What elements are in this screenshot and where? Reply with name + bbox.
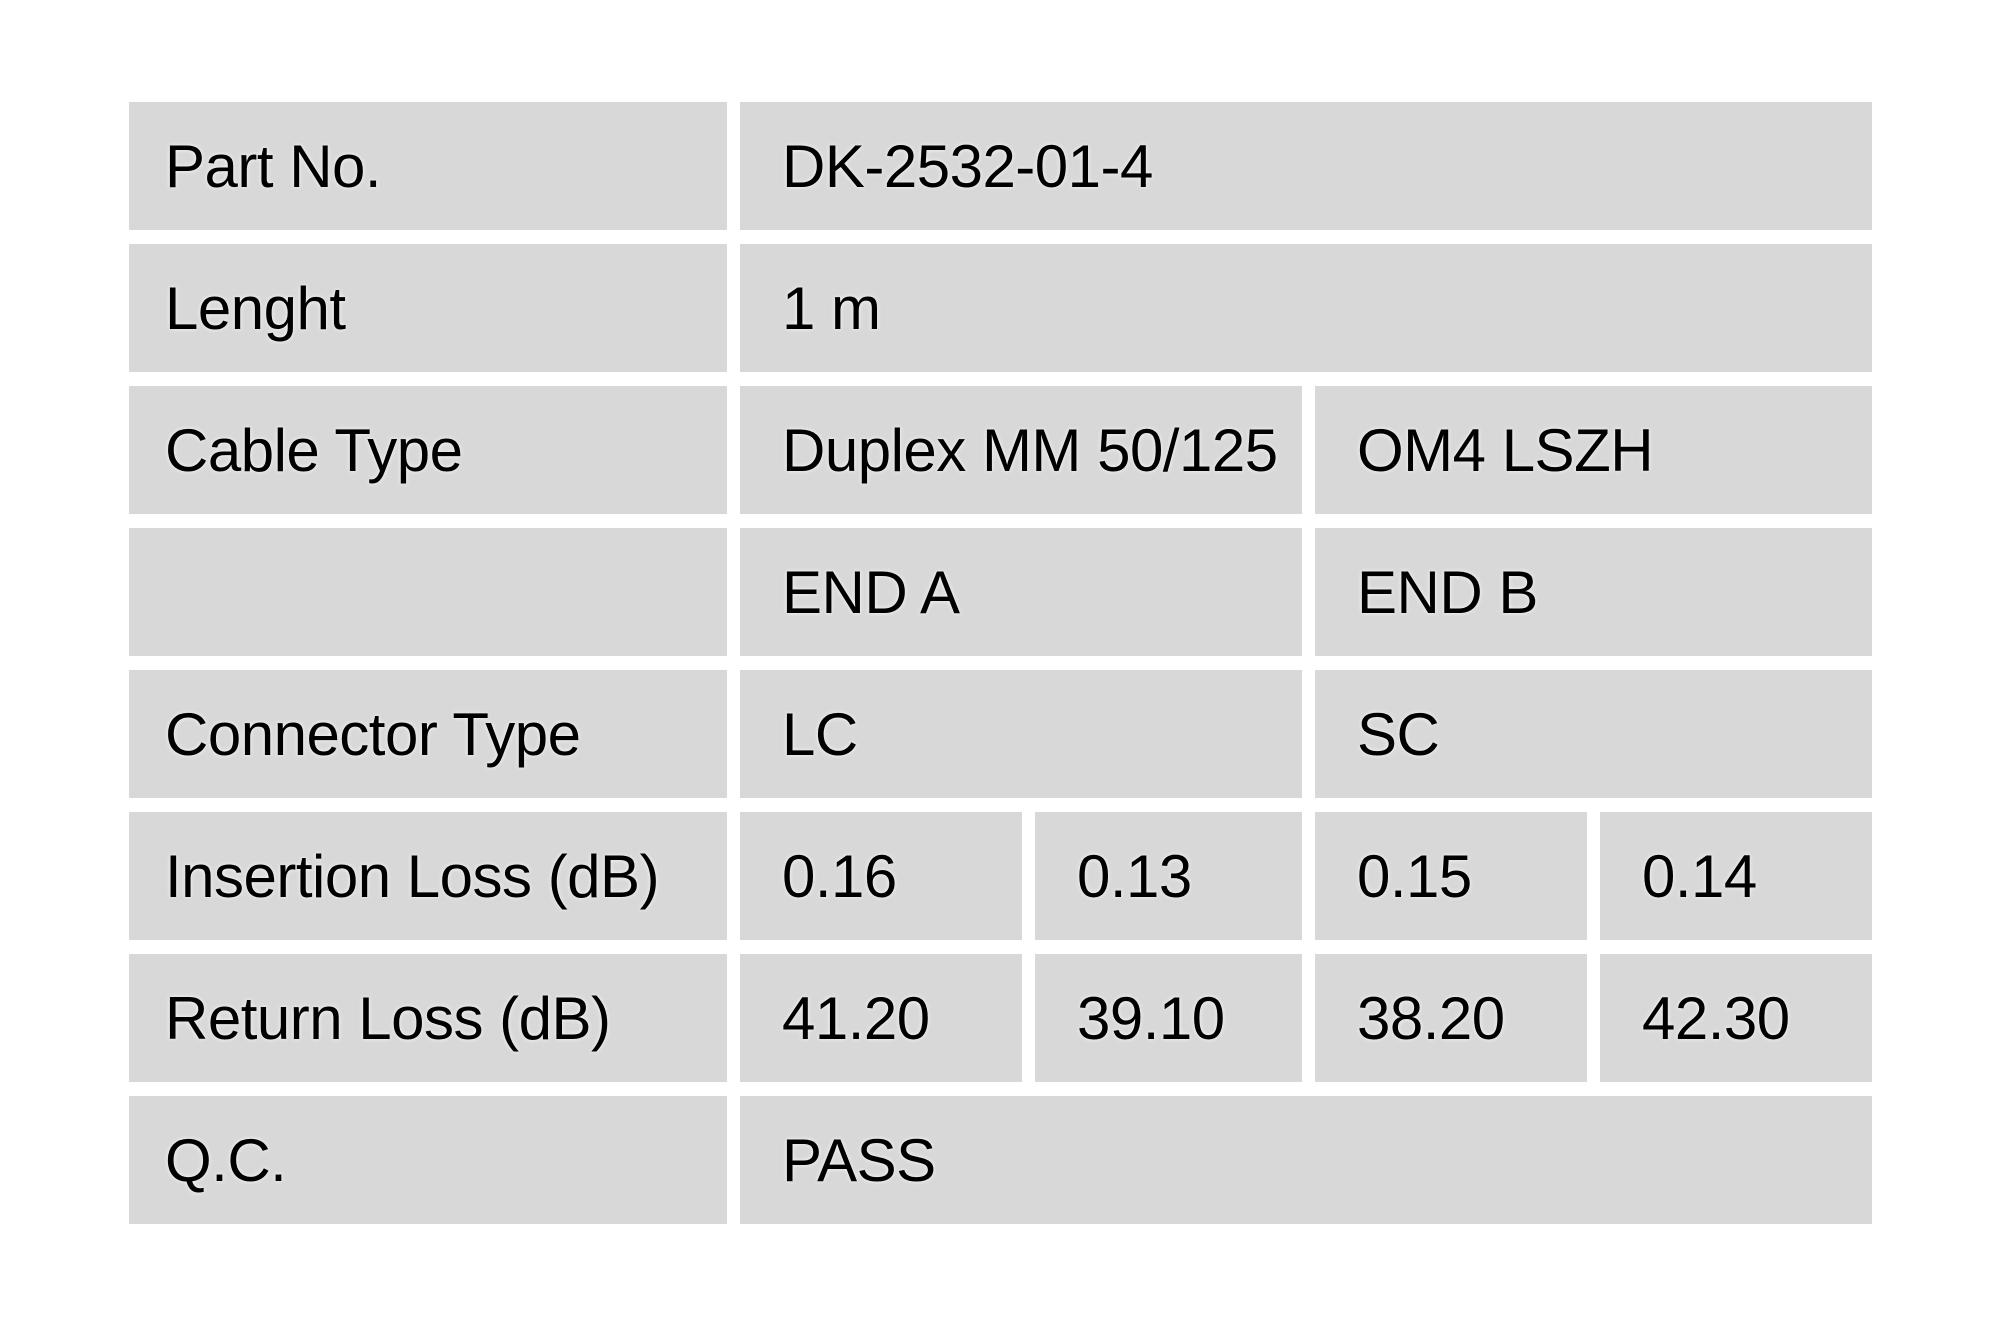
length-value: 1 m <box>782 274 881 342</box>
connector-type-label: Connector Type <box>165 700 581 768</box>
connector-type-end-a: LC <box>782 700 858 768</box>
insertion-loss-end-a2: 0.13 <box>1077 842 1192 910</box>
part-no-value: DK-2532-01-4 <box>782 132 1153 200</box>
insertion-loss-end-b2: 0.14 <box>1642 842 1757 910</box>
return-loss-end-a2-cell: 39.10 <box>1035 954 1302 1082</box>
length-label: Lenght <box>165 274 346 342</box>
insertion-loss-end-a1-cell: 0.16 <box>740 812 1022 940</box>
return-loss-end-b2-cell: 42.30 <box>1600 954 1872 1082</box>
length-label-cell: Lenght <box>129 244 727 372</box>
return-loss-end-a1-cell: 41.20 <box>740 954 1022 1082</box>
part-no-label-cell: Part No. <box>129 102 727 230</box>
end-a-header: END A <box>782 558 960 626</box>
connector-type-end-a-cell: LC <box>740 670 1302 798</box>
insertion-loss-label-cell: Insertion Loss (dB) <box>129 812 727 940</box>
return-loss-label-cell: Return Loss (dB) <box>129 954 727 1082</box>
return-loss-end-b1-cell: 38.20 <box>1315 954 1587 1082</box>
cable-type-value-a: Duplex MM 50/125 <box>782 416 1278 484</box>
cable-type-label: Cable Type <box>165 416 463 484</box>
insertion-loss-end-b1: 0.15 <box>1357 842 1472 910</box>
return-loss-end-a1: 41.20 <box>782 984 930 1052</box>
connector-type-end-b: SC <box>1357 700 1440 768</box>
spec-table: Part No. DK-2532-01-4 Lenght 1 m Cable T… <box>129 102 1872 1224</box>
insertion-loss-end-a1: 0.16 <box>782 842 897 910</box>
part-no-label: Part No. <box>165 132 382 200</box>
cable-type-value-a-cell: Duplex MM 50/125 <box>740 386 1302 514</box>
end-b-header: END B <box>1357 558 1538 626</box>
insertion-loss-end-b1-cell: 0.15 <box>1315 812 1587 940</box>
insertion-loss-label: Insertion Loss (dB) <box>165 842 660 910</box>
qc-value: PASS <box>782 1126 936 1194</box>
return-loss-end-b2: 42.30 <box>1642 984 1790 1052</box>
qc-label-cell: Q.C. <box>129 1096 727 1224</box>
cable-type-value-b: OM4 LSZH <box>1357 416 1654 484</box>
length-value-cell: 1 m <box>740 244 1872 372</box>
qc-label: Q.C. <box>165 1126 287 1194</box>
end-a-header-cell: END A <box>740 528 1302 656</box>
end-b-header-cell: END B <box>1315 528 1872 656</box>
cable-type-label-cell: Cable Type <box>129 386 727 514</box>
qc-value-cell: PASS <box>740 1096 1872 1224</box>
part-no-value-cell: DK-2532-01-4 <box>740 102 1872 230</box>
end-header-spacer-cell <box>129 528 727 656</box>
connector-type-end-b-cell: SC <box>1315 670 1872 798</box>
return-loss-end-b1: 38.20 <box>1357 984 1505 1052</box>
connector-type-label-cell: Connector Type <box>129 670 727 798</box>
insertion-loss-end-a2-cell: 0.13 <box>1035 812 1302 940</box>
insertion-loss-end-b2-cell: 0.14 <box>1600 812 1872 940</box>
cable-type-value-b-cell: OM4 LSZH <box>1315 386 1872 514</box>
return-loss-end-a2: 39.10 <box>1077 984 1225 1052</box>
return-loss-label: Return Loss (dB) <box>165 984 611 1052</box>
